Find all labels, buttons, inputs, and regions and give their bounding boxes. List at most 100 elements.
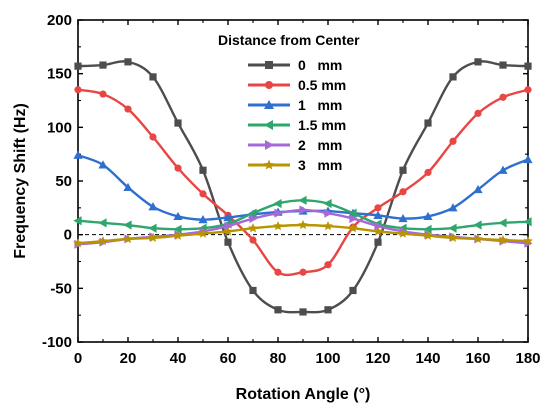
data-point-series-2	[498, 165, 508, 174]
data-point-series-3	[298, 195, 307, 205]
x-tick-label: 20	[120, 350, 137, 367]
series-group	[73, 58, 533, 316]
data-point-series-5	[423, 230, 433, 240]
data-point-series-2	[73, 150, 83, 159]
data-point-series-5	[473, 233, 483, 244]
x-tick-label: 140	[415, 350, 440, 367]
y-axis-title: Frequency Shift (Hz)	[12, 103, 29, 259]
data-point-series-5	[398, 228, 408, 238]
data-point-series-0	[174, 119, 182, 127]
data-point-series-0	[74, 62, 82, 70]
data-point-series-2	[398, 213, 408, 223]
data-point-series-1	[174, 164, 182, 172]
data-point-series-0	[99, 61, 107, 69]
data-point-series-1	[424, 168, 432, 177]
legend-label-5: 3 mm	[298, 157, 342, 173]
legend-marker-3	[264, 120, 273, 130]
data-point-series-5	[123, 233, 133, 244]
data-point-series-1	[124, 105, 132, 113]
data-point-series-0	[424, 119, 432, 127]
y-tick-label: -50	[50, 280, 72, 297]
data-point-series-0	[149, 73, 157, 81]
legend-title: Distance from Center	[218, 32, 360, 48]
legend-marker-5	[263, 159, 275, 170]
data-point-series-2	[173, 211, 183, 221]
y-tick-label: 0	[64, 227, 72, 244]
data-point-series-2	[123, 182, 133, 192]
data-point-series-5	[73, 238, 83, 248]
data-point-series-1	[199, 190, 207, 198]
data-point-series-3	[123, 220, 132, 230]
data-point-series-5	[198, 228, 208, 238]
data-point-series-3	[523, 217, 532, 227]
x-tick-label: 100	[315, 350, 340, 367]
y-tick-label: 200	[47, 12, 72, 29]
data-point-series-3	[148, 223, 157, 233]
legend-label-4: 2 mm	[298, 137, 342, 153]
data-point-series-3	[323, 198, 332, 209]
data-point-series-0	[349, 286, 357, 295]
data-point-series-5	[348, 223, 358, 233]
data-point-series-3	[473, 220, 482, 230]
data-point-series-5	[248, 223, 258, 233]
data-point-series-3	[248, 208, 257, 218]
data-point-series-0	[499, 61, 507, 69]
x-tick-label: 40	[170, 350, 187, 367]
data-point-series-1	[399, 188, 407, 196]
data-point-series-0	[299, 308, 307, 316]
data-point-series-5	[148, 232, 158, 243]
data-point-series-5	[523, 236, 533, 246]
data-point-series-3	[173, 224, 182, 234]
data-point-series-3	[73, 216, 82, 226]
data-point-series-3	[348, 208, 357, 218]
data-point-series-5	[498, 234, 508, 245]
data-point-series-1	[474, 109, 482, 117]
data-point-series-1	[299, 268, 307, 276]
x-tick-label: 160	[465, 350, 490, 367]
data-point-series-0	[124, 58, 132, 66]
data-point-series-2	[198, 215, 208, 224]
y-tick-label: 150	[47, 66, 72, 83]
data-point-series-0	[324, 306, 332, 314]
data-point-series-5	[373, 226, 383, 236]
data-point-series-0	[474, 58, 482, 66]
data-point-series-0	[449, 73, 457, 81]
data-point-series-0	[399, 166, 407, 174]
data-point-series-2	[448, 203, 458, 212]
y-tick-label: -100	[42, 334, 72, 351]
legend-label-0: 0 mm	[298, 57, 342, 73]
x-tick-label: 120	[365, 350, 390, 367]
legend-label-2: 1 mm	[298, 97, 342, 113]
x-tick-label: 180	[515, 350, 540, 367]
legend-label-3: 1.5 mm	[298, 117, 346, 133]
tick-group: 0 20 40 60 80 100 120 140 160 180 -100 -50 0 50 100 150…	[42, 12, 541, 367]
data-point-series-2	[148, 202, 158, 211]
data-point-series-1	[499, 93, 507, 101]
legend-marker-4	[265, 140, 274, 150]
data-point-series-5	[448, 232, 458, 243]
data-point-series-4	[249, 213, 258, 224]
data-point-series-2	[223, 212, 233, 222]
data-point-series-3	[98, 218, 107, 228]
y-tick-label: 50	[55, 173, 72, 190]
data-point-series-0	[374, 238, 382, 246]
data-point-series-2	[523, 154, 533, 164]
data-point-series-3	[498, 218, 507, 228]
data-point-series-5	[323, 220, 333, 231]
data-point-series-5	[273, 220, 283, 231]
data-point-series-1	[324, 261, 332, 269]
legend-label-1: 0.5 mm	[298, 77, 346, 93]
data-point-series-1	[274, 268, 282, 276]
x-tick-label: 60	[220, 350, 237, 367]
data-point-series-4	[374, 221, 383, 231]
data-point-series-1	[449, 137, 457, 145]
data-point-series-5	[98, 236, 108, 246]
data-point-series-2	[98, 160, 108, 169]
data-point-series-2	[373, 210, 383, 219]
data-point-series-1	[249, 236, 257, 244]
data-point-series-3	[423, 224, 432, 234]
data-point-series-1	[74, 86, 82, 94]
data-point-series-1	[524, 86, 532, 94]
